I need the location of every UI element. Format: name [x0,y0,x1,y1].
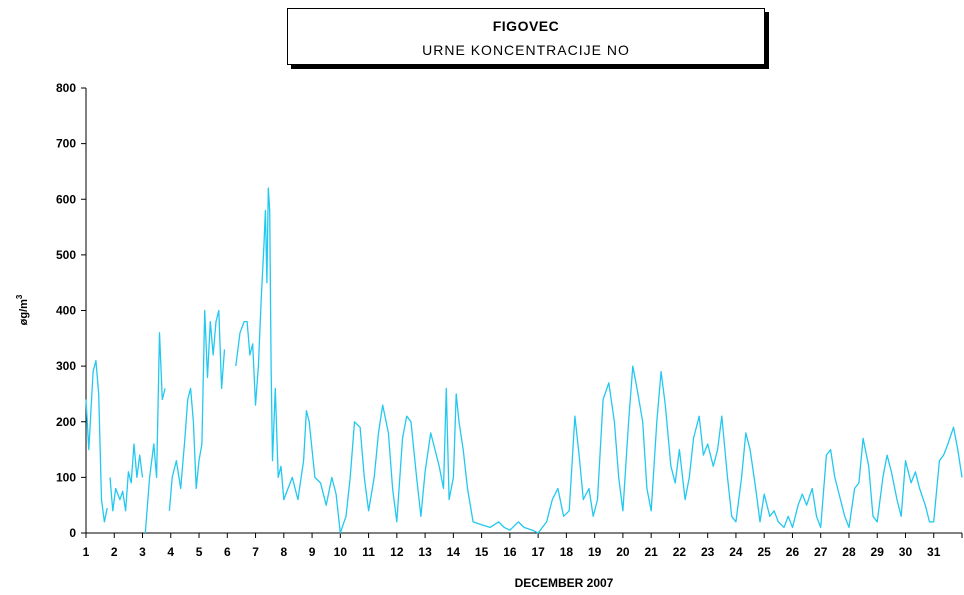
series-line [85,187,963,534]
x-tick-label: 31 [927,545,941,559]
x-tick-label: 29 [871,545,885,559]
x-tick-label: 3 [139,545,146,559]
x-tick-label: 27 [814,545,828,559]
x-tick-label: 7 [252,545,259,559]
x-tick-label: 18 [560,545,574,559]
x-tick-label: 12 [390,545,404,559]
x-tick-label: 15 [475,545,489,559]
x-tick-label: 9 [309,545,316,559]
y-tick-label: 200 [56,415,76,429]
x-tick-label: 11 [362,545,375,559]
x-tick-label: 30 [899,545,913,559]
x-axis-label: DECEMBER 2007 [515,576,614,590]
x-tick-label: 16 [503,545,517,559]
x-tick-label: 19 [588,545,602,559]
x-tick-label: 14 [447,545,461,559]
x-tick-label: 6 [224,545,231,559]
x-tick-label: 10 [334,545,348,559]
y-tick-label: 400 [56,304,76,318]
x-tick-label: 24 [729,545,743,559]
y-tick-label: 300 [56,359,76,373]
chart-subtitle: URNE KONCENTRACIJE NO [422,42,630,58]
y-tick-label: 100 [56,470,76,484]
chart-title-box: FIGOVEC URNE KONCENTRACIJE NO [287,8,765,65]
x-tick-label: 1 [83,545,90,559]
x-tick-label: 17 [531,545,545,559]
x-tick-label: 2 [111,545,118,559]
y-tick-label: 0 [69,526,76,540]
y-tick-label: 500 [56,248,76,262]
y-tick-label: 800 [56,81,76,95]
x-tick-label: 28 [842,545,856,559]
x-tick-label: 21 [644,545,658,559]
y-tick-label: 700 [56,137,76,151]
x-tick-label: 20 [616,545,630,559]
x-tick-label: 23 [701,545,715,559]
y-tick-label: 600 [56,192,76,206]
x-tick-label: 5 [196,545,203,559]
chart-title: FIGOVEC [492,18,560,34]
x-tick-label: 13 [418,545,432,559]
y-axis-label: øg/m3 [15,294,30,325]
x-tick-label: 8 [280,545,287,559]
x-tick-label: 22 [673,545,687,559]
x-tick-label: 26 [786,545,800,559]
x-tick-label: 4 [167,545,174,559]
x-tick-label: 25 [758,545,772,559]
